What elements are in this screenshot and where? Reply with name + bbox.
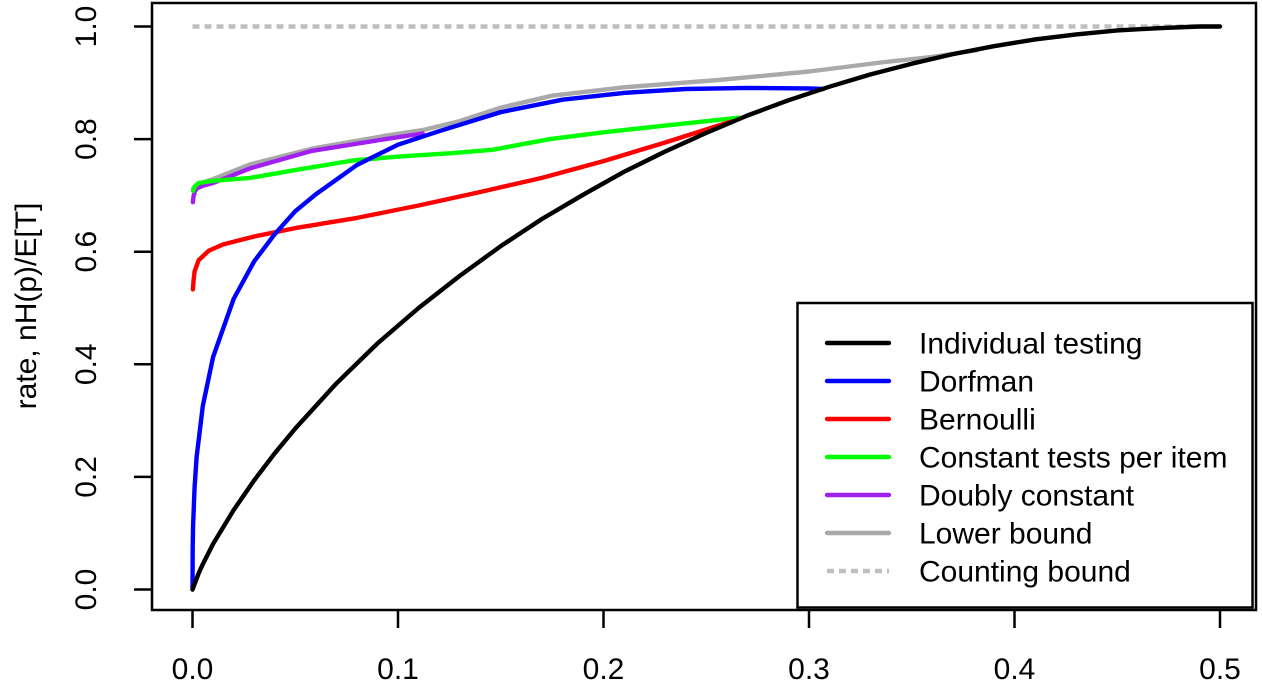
y-axis-title: rate, nH(p)/E[T] [10,203,43,410]
y-axis: 0.0 0.2 0.4 0.6 0.8 1.0 [70,6,152,611]
legend-item-lower-bound: Lower bound [824,518,1092,551]
x-tick-label: 0.1 [377,653,419,685]
legend-item-doubly-constant: Doubly constant [824,480,1135,513]
x-tick-label: 0.3 [788,653,830,685]
curve-dorfman [190,85,826,592]
curve-layer [190,24,1223,592]
x-tick-label: 0.0 [172,653,214,685]
legend-item-label: Doubly constant [919,480,1135,513]
y-tick-label: 0.0 [70,569,103,611]
legend-item-counting-bound: Counting bound [827,556,1131,589]
curve-individual-testing [190,24,1223,592]
y-tick-label: 0.8 [70,118,103,160]
legend-item-individual-testing: Individual testing [824,328,1142,361]
legend-item-dorfman: Dorfman [824,366,1034,399]
legend-item-label: Lower bound [919,518,1092,551]
legend-item-constant-tests-per-item: Constant tests per item [824,442,1227,475]
curve-doubly-constant [190,131,425,205]
y-tick-label: 1.0 [70,6,103,48]
curve-constant-tests-per-item [190,115,742,194]
legend-item-label: Bernoulli [919,404,1036,437]
legend-item-label: Individual testing [919,328,1142,361]
x-tick-label: 0.2 [583,653,625,685]
y-tick-label: 0.2 [70,456,103,498]
legend-item-label: Constant tests per item [919,442,1227,475]
legend-item-bernoulli: Bernoulli [824,404,1036,437]
curve-bernoulli [190,119,734,292]
x-tick-label: 0.5 [1199,653,1241,685]
y-tick-label: 0.6 [70,231,103,273]
y-tick-label: 0.4 [70,343,103,385]
x-tick-label: 0.4 [994,653,1036,685]
plot-border [150,1,1258,612]
legend: Individual testing Dorfman Bernoulli Consta… [796,301,1254,609]
legend-item-label: Counting bound [919,556,1131,589]
legend-item-label: Dorfman [919,366,1034,399]
x-axis: 0.0 0.1 0.2 0.3 0.4 0.5 [172,610,1241,685]
